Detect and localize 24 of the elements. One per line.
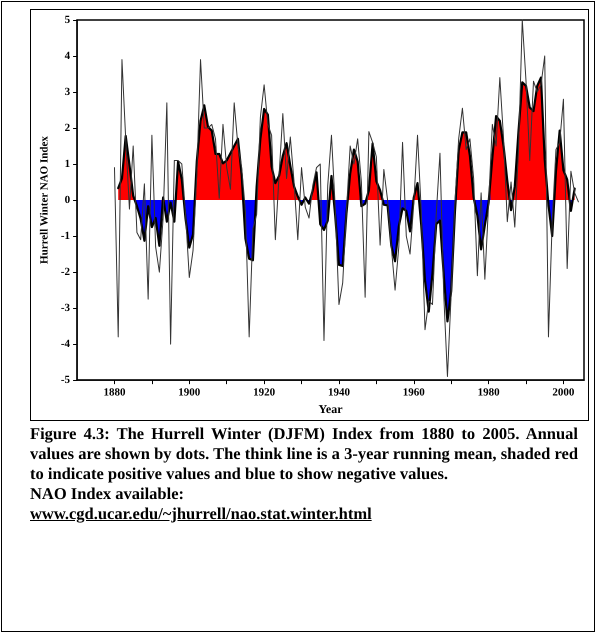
y-tick-label: 3	[64, 86, 71, 98]
y-axis-title: Hurrell Winter NAO Index	[38, 136, 50, 264]
x-axis-title: Year	[318, 402, 344, 416]
text: NAO Index available:	[30, 484, 186, 504]
caption: Figure 4.3: The Hurrell Winter (DJFM) Index from 1880 to 2005. Annual values are shown by dots. The think line is a 3-year running mean, shaded red to indicate positive values and blue to show negative values.	[30, 424, 578, 484]
y-tick-label: -4	[60, 338, 71, 350]
y-tick-label: 1	[64, 158, 70, 170]
y-tick-label: 5	[64, 14, 71, 26]
x-tick-label: 2000	[552, 386, 575, 399]
y-tick-label: -3	[60, 302, 71, 314]
y-tick-label: -5	[60, 374, 71, 386]
line-series	[114, 20, 579, 377]
y-tick-label: -1	[60, 230, 70, 242]
y-tick-label: 0	[64, 194, 71, 206]
y-tick-label: 2	[64, 122, 71, 134]
x-tick-label: 1940	[328, 386, 350, 399]
text: www.cgd.ucar.edu/~jhurrell/nao.stat.winter.html	[30, 504, 373, 524]
y-tick-label: -2	[60, 266, 71, 278]
x-tick-label: 1920	[253, 386, 276, 399]
x-tick-label: 1980	[478, 386, 500, 399]
x-tick-label: 1880	[103, 386, 126, 399]
x-tick-label: 1900	[178, 386, 201, 399]
y-tick-label: 4	[64, 50, 71, 62]
x-tick-label: 1960	[402, 386, 426, 399]
